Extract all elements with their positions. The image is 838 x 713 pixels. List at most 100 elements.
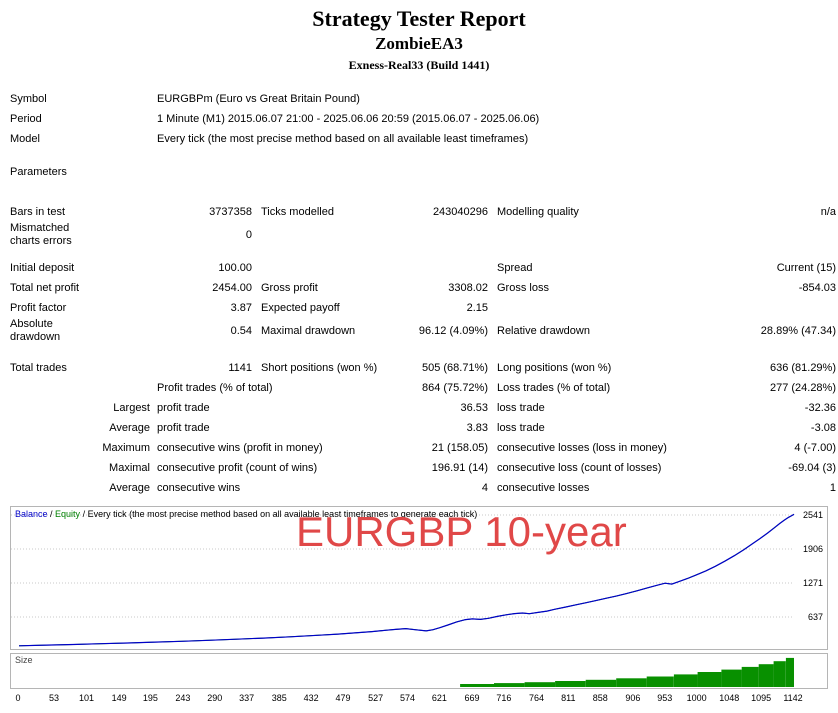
report-row: Largest profit trade 36.53 loss trade -32.36 (10, 398, 838, 418)
report-row: Initial deposit 100.00 Spread Current (15) (10, 258, 838, 278)
balance-line (18, 513, 795, 647)
x-axis-tick: 858 (592, 693, 608, 703)
row-gap (10, 149, 838, 162)
stat-value: 1141 (228, 361, 252, 374)
legend-equity-label: Equity (55, 509, 81, 519)
x-axis-tick: 669 (464, 693, 480, 703)
stat-label: Gross profit (261, 281, 318, 294)
stat-value: 1 (829, 481, 836, 494)
stat-label: Modelling quality (497, 205, 579, 218)
stat-label: Initial deposit (10, 261, 75, 274)
stat-value: n/a (820, 205, 836, 218)
size-plot (460, 657, 794, 687)
x-axis-tick: 385 (271, 693, 287, 703)
report-row: Profit trades (% of total) 864 (75.72%) Lo… (10, 378, 838, 398)
stat-value: -854.03 (798, 281, 836, 294)
stat-label: Absolute drawdown (10, 318, 61, 343)
row-gap (10, 248, 838, 258)
stat-label: Loss trades (% of total) (497, 381, 611, 394)
stat-value: 243040296 (432, 205, 488, 218)
size-bar (741, 666, 759, 687)
x-axis-tick: 1142 (783, 693, 803, 703)
size-bar (697, 672, 722, 687)
stat-label: Every tick (the most precise method base… (157, 132, 529, 145)
x-axis-tick: 574 (400, 693, 416, 703)
stat-label: Spread (497, 261, 533, 274)
x-axis: 0 53 101 149 195 243 290 337 385 432 479 527 574 621 6… (10, 691, 828, 706)
size-bar (785, 657, 794, 687)
y-axis-tick: 2541 (803, 510, 823, 520)
stat-value: -3.08 (810, 421, 836, 434)
stat-value: 3.83 (466, 421, 488, 434)
y-axis-tick: 1271 (803, 578, 823, 588)
stat-label: EURGBPm (Euro vs Great Britain Pound) (157, 92, 360, 105)
chart-watermark: EURGBP 10-year (296, 508, 627, 555)
report-row: Absolute drawdown 0.54 Maximal drawdown 96.… (10, 318, 838, 344)
legend-balance-label: Balance (15, 509, 48, 519)
size-bar (646, 676, 674, 687)
x-axis-tick: 149 (111, 693, 127, 703)
size-panel-label: Size (15, 655, 33, 665)
stat-value: 4 (-7.00) (794, 441, 836, 454)
stat-value: Maximal (109, 461, 150, 474)
x-axis-tick: 290 (207, 693, 223, 703)
x-axis-tick: 716 (496, 693, 512, 703)
stat-label: Mismatched charts errors (10, 222, 72, 247)
x-axis-tick: 1048 (719, 693, 740, 703)
stat-value: 96.12 (4.09%) (418, 324, 488, 337)
stat-value: 28.89% (47.34) (760, 324, 836, 337)
size-panel: Size (10, 653, 828, 689)
y-axis-tick: 637 (808, 612, 823, 622)
row-gap (10, 344, 838, 358)
size-bar (524, 682, 556, 687)
balance-plot: 637 1271 1906 2541 (11, 510, 823, 647)
report-row: Model Every tick (the most precise method… (10, 129, 838, 149)
size-bar (758, 664, 774, 687)
stat-value: 36.53 (460, 401, 488, 414)
stat-value: 505 (68.71%) (421, 361, 488, 374)
stat-label: consecutive wins (157, 481, 241, 494)
stat-value: 864 (75.72%) (421, 381, 488, 394)
stat-label: Short positions (won %) (261, 361, 378, 374)
stat-label: consecutive profit (count of wins) (157, 461, 318, 474)
stat-value: 2.15 (466, 301, 488, 314)
stat-label: profit trade (157, 421, 210, 434)
stat-value: Average (109, 481, 150, 494)
x-axis-tick: 811 (561, 693, 576, 703)
stat-label: loss trade (497, 421, 545, 434)
stat-value: 4 (481, 481, 488, 494)
report-row: Parameters (10, 162, 838, 182)
stat-label: consecutive losses (loss in money) (497, 441, 667, 454)
stat-value: Current (15) (776, 261, 836, 274)
stat-label: Profit factor (10, 301, 67, 314)
balance-panel: 637 1271 1906 2541 Balance / Equity / Every… (10, 506, 828, 650)
x-axis-tick: 906 (625, 693, 641, 703)
x-axis-tick: 621 (431, 693, 447, 703)
stat-value: 2454.00 (212, 281, 252, 294)
size-bar (460, 684, 494, 687)
report-header: Strategy Tester Report ZombieEA3 Exness-… (0, 6, 838, 73)
x-axis-tick: 432 (303, 693, 319, 703)
x-axis-tick: 527 (368, 693, 384, 703)
stat-value: 21 (158.05) (431, 441, 488, 454)
report-row: Period 1 Minute (M1) 2015.06.07 21:00 - 2… (10, 109, 838, 129)
stat-value: 0 (245, 228, 252, 241)
x-axis-tick: 764 (528, 693, 544, 703)
stat-label: Period (10, 112, 42, 125)
report-row: Profit factor 3.87 Expected payoff 2.15 (10, 298, 838, 318)
x-axis-tick: 53 (48, 693, 59, 703)
stat-label: consecutive wins (profit in money) (157, 441, 323, 454)
stat-label: Profit trades (% of total) (157, 381, 273, 394)
stat-label: Bars in test (10, 205, 66, 218)
stat-value: 100.00 (218, 261, 252, 274)
stat-value: 3308.02 (448, 281, 488, 294)
stat-label: Symbol (10, 92, 47, 105)
x-axis-tick: 479 (335, 693, 351, 703)
size-bar (555, 681, 586, 687)
stat-value: Largest (113, 401, 150, 414)
stat-label: Parameters (10, 165, 67, 178)
report-row: Symbol EURGBPm (Euro vs Great Britain Pou… (10, 89, 838, 109)
size-bar (494, 683, 525, 687)
x-axis-tick: 1095 (751, 693, 772, 703)
stat-value: Average (109, 421, 150, 434)
